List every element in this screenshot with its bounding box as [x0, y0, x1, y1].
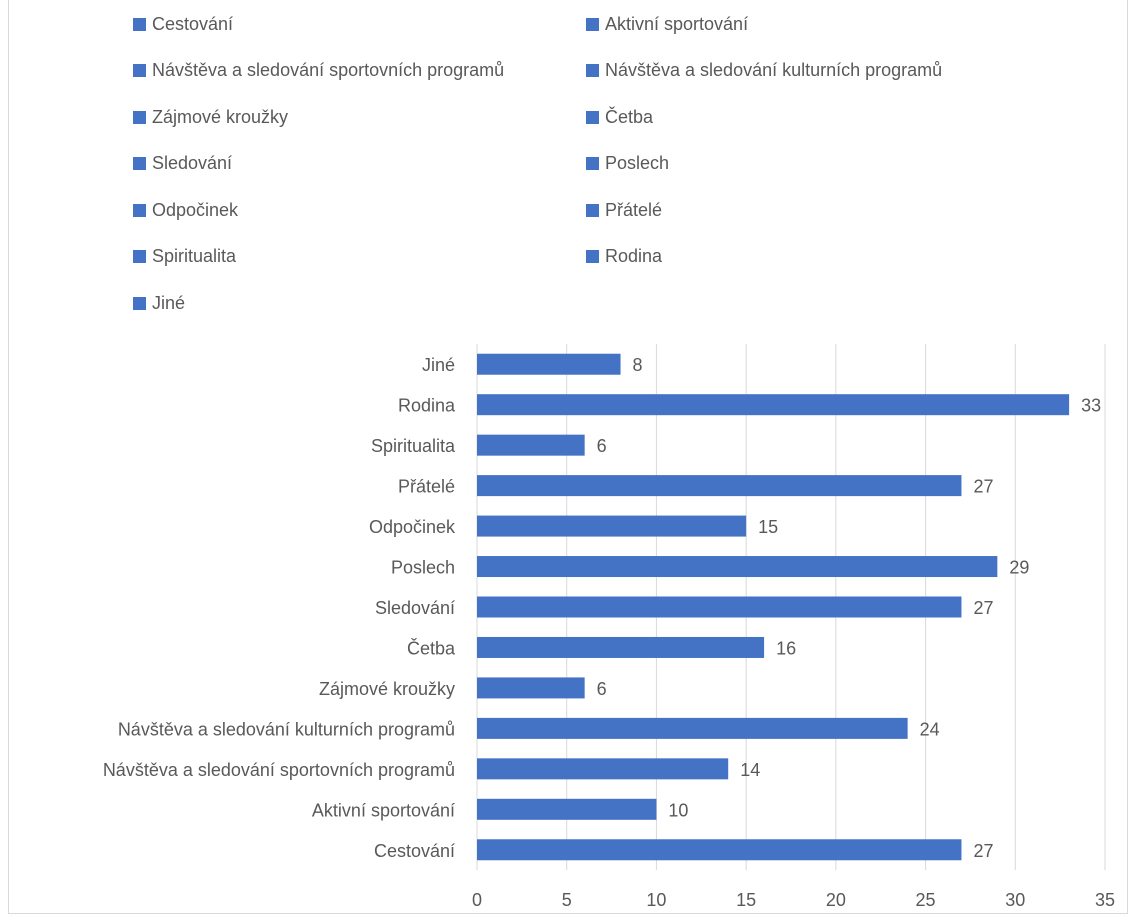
legend-label: Poslech [605, 153, 670, 173]
legend-label: Odpočinek [152, 199, 239, 220]
bar [477, 717, 908, 739]
category-label: Poslech [391, 558, 455, 578]
bar [477, 758, 729, 780]
legend-item: Četba [586, 105, 653, 129]
legend-swatch [133, 157, 146, 170]
data-label: 6 [597, 436, 607, 456]
legend-swatch [133, 296, 146, 310]
data-label: 24 [920, 719, 940, 739]
chart-frame [8, 0, 1128, 914]
legend-item: Zájmové kroužky [133, 105, 288, 129]
x-tick-label: 30 [1005, 890, 1025, 910]
bar [477, 596, 962, 618]
legend-swatch [586, 64, 599, 77]
category-label: Návštěva a sledování sportovních program… [103, 760, 455, 780]
legend-label: Cestování [152, 13, 234, 34]
legend-swatch [133, 64, 146, 77]
data-label: 27 [973, 841, 993, 861]
legend-swatch [586, 157, 599, 170]
legend-label: Návštěva a sledování sportovních program… [152, 60, 505, 80]
legend-label: Sledování [152, 153, 233, 173]
legend-item: Jiné [133, 291, 185, 315]
bar [477, 798, 657, 820]
legend-swatch [586, 203, 599, 217]
x-tick-label: 35 [1095, 890, 1115, 910]
legend-label: Spiritualita [152, 246, 237, 266]
bar [477, 556, 998, 578]
data-label: 14 [740, 760, 760, 780]
data-label: 33 [1081, 396, 1101, 416]
legend-item: Rodina [586, 245, 662, 269]
legend-swatch [133, 250, 146, 263]
category-label: Rodina [398, 396, 456, 416]
legend-label: Jiné [152, 292, 186, 313]
x-tick-label: 15 [736, 890, 756, 910]
legend-item: Návštěva a sledování kulturních programů [586, 59, 942, 83]
legend-item: Cestování [133, 12, 233, 36]
x-tick-label: 0 [472, 890, 482, 910]
data-label: 16 [776, 638, 796, 658]
legend-swatch [133, 17, 146, 31]
x-tick-label: 20 [826, 890, 846, 910]
x-tick-label: 10 [646, 890, 666, 910]
category-label: Návštěva a sledování kulturních programů [118, 719, 455, 739]
bar [477, 434, 585, 456]
legend-item: Návštěva a sledování sportovních program… [133, 59, 504, 83]
legend-item: Poslech [586, 152, 669, 176]
legend-swatch [586, 110, 599, 124]
bar [477, 636, 765, 658]
bar [477, 515, 747, 537]
category-label: Spiritualita [371, 436, 456, 456]
legend-label: Rodina [605, 246, 663, 266]
category-label: Aktivní sportování [312, 800, 455, 820]
legend-item: Sledování [133, 152, 232, 176]
legend-swatch [586, 250, 599, 263]
data-label: 29 [1009, 558, 1029, 578]
data-label: 10 [668, 800, 688, 820]
legend-swatch [586, 17, 599, 31]
data-label: 27 [973, 477, 993, 497]
data-label: 15 [758, 517, 778, 537]
legend-swatch [133, 203, 146, 217]
data-label: 6 [597, 679, 607, 699]
x-tick-label: 5 [562, 890, 572, 910]
category-label: Odpočinek [369, 517, 456, 537]
bar [477, 677, 585, 699]
bar [477, 353, 621, 375]
legend-label: Návštěva a sledování kulturních programů [605, 60, 943, 80]
category-label: Cestování [374, 841, 455, 861]
legend-label: Zájmové kroužky [152, 106, 289, 127]
bar [477, 839, 962, 861]
category-label: Zájmové kroužky [319, 679, 455, 699]
legend-item: Odpočinek [133, 198, 238, 222]
legend-item: Spiritualita [133, 245, 236, 269]
legend-swatch [133, 110, 146, 124]
category-label: Četba [407, 637, 456, 658]
category-label: Jiné [422, 355, 455, 375]
category-label: Sledování [375, 598, 455, 618]
bar [477, 394, 1070, 416]
legend-label: Přátelé [605, 199, 663, 220]
bar [477, 475, 962, 497]
legend-item: Aktivní sportování [586, 12, 748, 36]
data-label: 27 [973, 598, 993, 618]
data-label: 8 [633, 355, 643, 375]
category-label: Přátelé [398, 477, 455, 497]
legend-label: Aktivní sportování [605, 13, 749, 34]
x-tick-label: 25 [916, 890, 936, 910]
legend-label: Četba [605, 106, 654, 127]
legend-item: Přátelé [586, 198, 662, 222]
